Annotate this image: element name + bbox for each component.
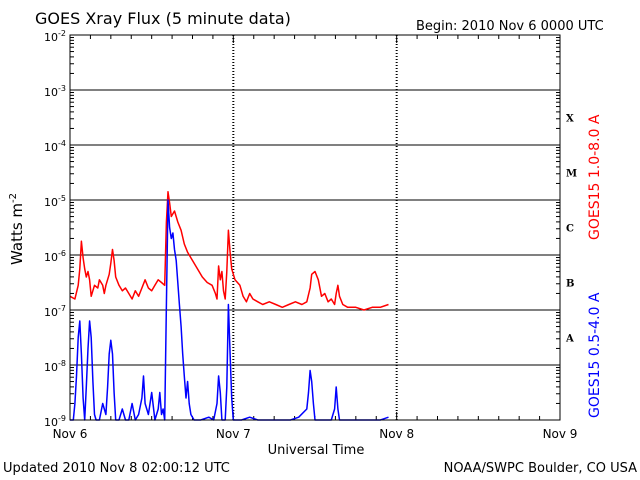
flare-class-label: X [566, 114, 574, 125]
flare-class-label: B [566, 279, 574, 290]
y-tick-label: 10-2 [44, 29, 66, 44]
begin-label: Begin: 2010 Nov 6 0000 UTC [416, 19, 604, 34]
flare-class-label: A [565, 334, 574, 345]
chart-title: GOES Xray Flux (5 minute data) [35, 9, 291, 28]
y-tick-label: 10-6 [44, 249, 66, 264]
legend-series-blue: GOES15 0.5-4.0 A [587, 292, 603, 418]
y-tick-label: 10-5 [44, 194, 66, 209]
legend-series-red: GOES15 1.0-8.0 A [587, 114, 603, 240]
x-tick-label: Nov 9 [543, 427, 578, 441]
y-tick-label: 10-4 [44, 139, 66, 154]
credit-label: NOAA/SWPC Boulder, CO USA [444, 461, 637, 476]
y-tick-labels: 10-9 10-8 10-7 10-6 10-5 10-4 10-3 10-2 [44, 29, 66, 429]
y-tick-label: 10-3 [44, 84, 66, 99]
plot-frame [69, 34, 561, 421]
axis-ticks [69, 34, 561, 421]
y-axis-label-text: Watts m [8, 203, 26, 265]
flare-class-labels: X M C B A [565, 114, 577, 345]
y-tick-label: 10-7 [44, 304, 66, 319]
x-axis-label: Universal Time [268, 443, 365, 458]
x-tick-label: Nov 6 [53, 427, 88, 441]
y-tick-label: 10-8 [44, 359, 66, 374]
grid [70, 35, 560, 420]
flare-class-label: M [566, 169, 577, 180]
x-tick-label: Nov 7 [216, 427, 251, 441]
flare-class-label: C [566, 224, 574, 235]
updated-timestamp: Updated 2010 Nov 8 02:00:12 UTC [3, 461, 230, 476]
y-axis-label-sup: -2 [8, 193, 19, 203]
y-tick-label: 10-9 [44, 414, 66, 429]
y-axis-label: Watts m-2 [8, 193, 26, 265]
svg-text:Watts m-2: Watts m-2 [8, 193, 26, 265]
x-tick-label: Nov 8 [379, 427, 414, 441]
x-tick-labels: Nov 6 Nov 7 Nov 8 Nov 9 [53, 427, 578, 441]
series-group [69, 191, 389, 421]
series-line-0 [69, 191, 389, 311]
